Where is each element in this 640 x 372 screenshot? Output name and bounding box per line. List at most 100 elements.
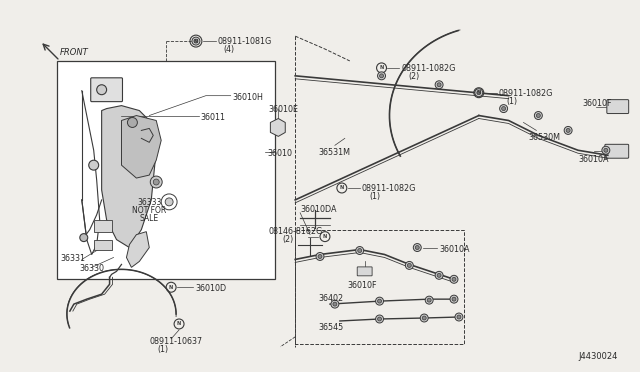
FancyBboxPatch shape: [607, 100, 628, 113]
Circle shape: [564, 126, 572, 134]
Circle shape: [89, 160, 99, 170]
Circle shape: [500, 105, 508, 113]
Text: (1): (1): [157, 345, 169, 354]
Text: N: N: [380, 65, 383, 70]
Text: 36010F: 36010F: [348, 281, 378, 290]
Text: (1): (1): [369, 192, 380, 201]
Polygon shape: [122, 116, 161, 178]
Circle shape: [602, 146, 610, 154]
Circle shape: [165, 198, 173, 206]
Text: 08911-10637: 08911-10637: [149, 337, 202, 346]
Text: 36011: 36011: [201, 113, 226, 122]
Circle shape: [127, 118, 138, 128]
Circle shape: [358, 248, 362, 253]
FancyBboxPatch shape: [357, 267, 372, 276]
Text: (2): (2): [409, 72, 420, 81]
Text: 36331: 36331: [60, 254, 85, 263]
Text: FRONT: FRONT: [60, 48, 89, 57]
Circle shape: [437, 83, 441, 87]
Text: (2): (2): [283, 235, 294, 244]
Text: 36010DA: 36010DA: [300, 205, 337, 214]
Circle shape: [192, 37, 200, 45]
Circle shape: [435, 271, 443, 279]
Circle shape: [452, 277, 456, 281]
Text: 36402: 36402: [318, 294, 343, 303]
Circle shape: [455, 313, 463, 321]
Text: 36010E: 36010E: [268, 105, 298, 113]
Text: N: N: [340, 186, 344, 190]
Circle shape: [80, 234, 88, 241]
Circle shape: [420, 314, 428, 322]
Circle shape: [318, 254, 322, 259]
Text: N: N: [194, 39, 198, 44]
Circle shape: [457, 315, 461, 319]
Bar: [93, 240, 111, 250]
Circle shape: [331, 300, 339, 308]
Circle shape: [566, 128, 570, 132]
Text: 08146-8162G: 08146-8162G: [268, 227, 323, 236]
Circle shape: [534, 112, 542, 119]
Circle shape: [422, 316, 426, 320]
Circle shape: [333, 302, 337, 306]
Bar: [57, 61, 275, 279]
Circle shape: [194, 39, 198, 43]
Circle shape: [536, 113, 540, 118]
Text: 36333: 36333: [137, 198, 161, 207]
Circle shape: [150, 176, 162, 188]
Circle shape: [153, 179, 159, 185]
Text: 36010F: 36010F: [582, 99, 612, 108]
Text: 08911-1082G: 08911-1082G: [362, 184, 416, 193]
Text: N: N: [169, 285, 173, 290]
Text: 36010H: 36010H: [233, 93, 264, 102]
Text: 36010D: 36010D: [195, 284, 226, 293]
Text: 08911-1082G: 08911-1082G: [401, 64, 456, 73]
Polygon shape: [102, 106, 156, 247]
Text: 36010: 36010: [268, 149, 292, 158]
Circle shape: [356, 247, 364, 254]
Circle shape: [378, 317, 381, 321]
Polygon shape: [127, 232, 149, 267]
Circle shape: [604, 148, 608, 152]
Circle shape: [380, 74, 383, 78]
Circle shape: [427, 298, 431, 302]
Text: NOT FOR: NOT FOR: [132, 206, 166, 215]
Circle shape: [477, 91, 481, 95]
Text: 36531M: 36531M: [318, 148, 350, 157]
Circle shape: [97, 85, 107, 95]
Text: SALE: SALE: [140, 214, 159, 223]
Text: 36530M: 36530M: [529, 134, 561, 142]
Circle shape: [376, 315, 383, 323]
Circle shape: [405, 262, 413, 269]
Circle shape: [475, 89, 483, 97]
Circle shape: [450, 295, 458, 303]
Text: 36545: 36545: [318, 323, 343, 332]
Circle shape: [378, 72, 385, 80]
Circle shape: [425, 296, 433, 304]
Circle shape: [413, 244, 421, 251]
Circle shape: [376, 297, 383, 305]
FancyBboxPatch shape: [91, 78, 122, 102]
Text: N: N: [177, 321, 181, 327]
Text: 36010A: 36010A: [439, 244, 470, 254]
Text: J4430024: J4430024: [579, 352, 618, 361]
Circle shape: [452, 297, 456, 301]
FancyBboxPatch shape: [605, 144, 628, 158]
Circle shape: [316, 253, 324, 260]
Circle shape: [415, 246, 419, 250]
Text: N: N: [477, 90, 481, 95]
Text: N: N: [323, 234, 327, 239]
Text: 36010A: 36010A: [578, 155, 609, 164]
Text: (4): (4): [223, 45, 234, 54]
Bar: [93, 220, 111, 232]
Circle shape: [502, 107, 506, 110]
Circle shape: [435, 81, 443, 89]
Circle shape: [437, 273, 441, 277]
Text: 08911-1081G: 08911-1081G: [218, 37, 272, 46]
Text: 08911-1082G: 08911-1082G: [499, 89, 553, 98]
Polygon shape: [270, 119, 285, 137]
Text: (1): (1): [506, 97, 517, 106]
Text: 36330: 36330: [80, 264, 105, 273]
Circle shape: [378, 299, 381, 303]
Circle shape: [407, 263, 412, 267]
Circle shape: [450, 275, 458, 283]
